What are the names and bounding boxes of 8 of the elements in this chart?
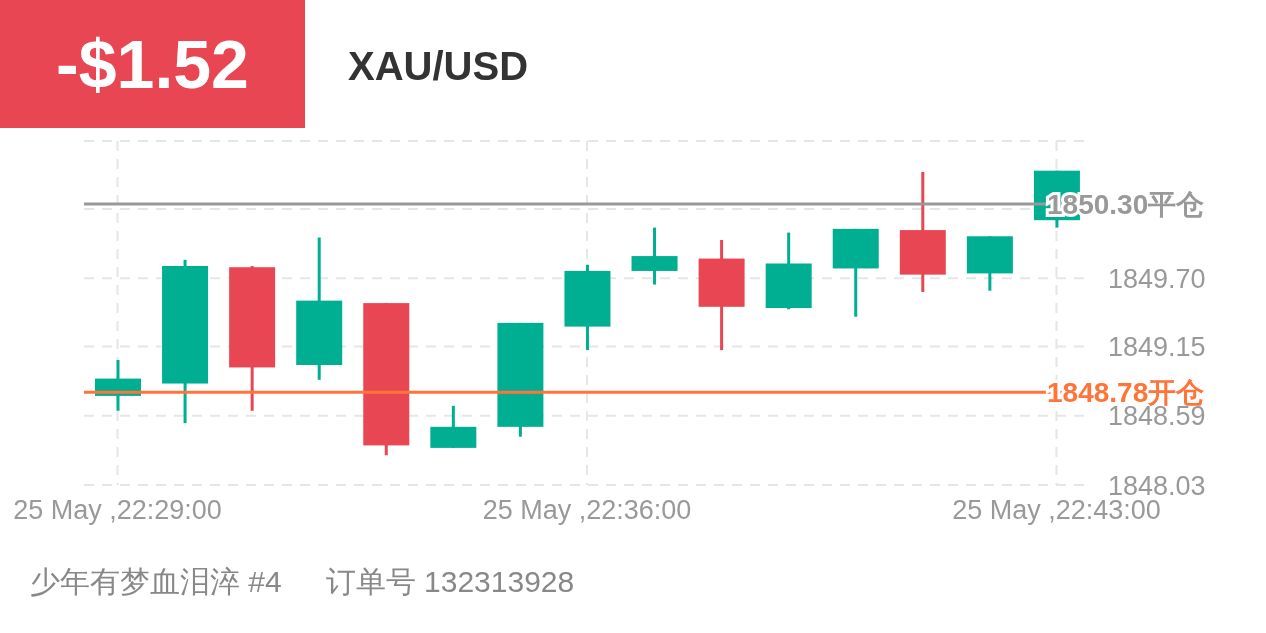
chart-title: XAU/USD [348,44,529,89]
x-tick-label: 25 May ,22:36:00 [482,495,692,525]
chart-subtitle: -$1.52 [0,0,305,128]
y-tick-label: 1849.70 [1108,263,1206,294]
text: 订单号 132313928 [325,564,575,600]
text: 少年有梦血泪淬 #4 [30,564,282,600]
x-tick-label: 25 May ,22:29:00 [13,495,222,525]
y-tick-label: 1849.15 [1108,332,1206,362]
